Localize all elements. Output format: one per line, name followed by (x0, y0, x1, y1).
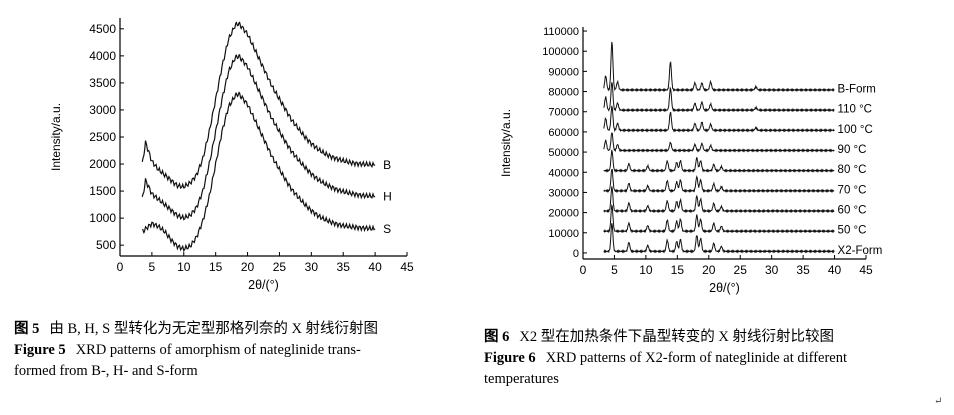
series-line-110°C (603, 82, 835, 113)
y-tick-label: 1500 (89, 184, 116, 198)
figure5-plot: 0 5 10 15 20 25 30 35 40 45 500 1000 1500 2000 2500 300… (49, 18, 414, 292)
y-tick-label: 90000 (548, 66, 579, 78)
x-axis-label: 2θ/(°) (248, 278, 279, 292)
x-tick-label: 0 (580, 263, 587, 277)
y-tick-label: 20000 (548, 208, 579, 220)
figure6-caption-cn: 图 6 X2 型在加热条件下晶型转变的 X 射线衍射比较图 (484, 327, 847, 348)
series-line-70°C (603, 169, 835, 194)
figure5-caption-cn-text: 由 B, H, S 型转化为无定型那格列奈的 X 射线衍射图 (49, 321, 379, 337)
x-axis-label: 2θ/(°) (709, 281, 740, 295)
x-tick-label: 20 (241, 260, 255, 274)
y-axis-label: Intensity/a.u. (499, 109, 513, 177)
x-tick-label: 0 (117, 260, 124, 274)
x-tick-label: 10 (639, 263, 653, 277)
y-tick-label: 80000 (548, 87, 579, 99)
y-tick-label: 30000 (548, 187, 579, 199)
series-line-60°C (603, 186, 835, 214)
return-mark: ↵ (934, 396, 943, 407)
series-label-60C: 60 °C (838, 205, 867, 217)
figure6-caption: 图 6 X2 型在加热条件下晶型转变的 X 射线衍射比较图 Figure 6 XRD… (484, 327, 847, 390)
series-label-50C: 50 °C (838, 225, 867, 237)
y-tick-label: 3000 (89, 103, 116, 117)
x-tick-label: 15 (671, 263, 685, 277)
y-tick-label: 1000 (89, 211, 116, 225)
series-line-X2-Form (603, 223, 835, 254)
y-tick-label: 3500 (89, 76, 116, 90)
figure6-caption-en-line2: temperatures (484, 371, 559, 387)
x-tick-label: 20 (702, 263, 716, 277)
figure6-caption-cn-label: 图 6 (484, 329, 510, 345)
figure6-caption-en: Figure 6 XRD patterns of X2-form of nateg… (484, 348, 847, 369)
y-tick-label: 110000 (543, 26, 579, 38)
series-label-90C: 90 °C (838, 144, 867, 156)
y-tick-label: 500 (96, 238, 116, 252)
y-tick-label: 50000 (548, 147, 579, 159)
x-tick-label: 30 (765, 263, 779, 277)
series-label-80C: 80 °C (838, 164, 867, 176)
y-tick-label: 2500 (89, 130, 116, 144)
x-tick-label: 5 (149, 260, 156, 274)
x-tick-label: 15 (209, 260, 223, 274)
y-tick-label: 60000 (548, 127, 579, 139)
y-tick-label: 40000 (548, 167, 579, 179)
x-tick-label: 10 (177, 260, 191, 274)
x-tick-label: 45 (859, 263, 873, 277)
series-line-80°C (603, 149, 835, 173)
figure5-caption-cn: 图 5 由 B, H, S 型转化为无定型那格列奈的 X 射线衍射图 (14, 319, 378, 340)
x-tick-label: 25 (273, 260, 287, 274)
series-label-B-Form: B-Form (838, 84, 876, 96)
y-tick-label: 10000 (548, 228, 579, 240)
figure6-plot: 0 5 10 15 20 25 30 35 40 45 0 10000 20000 30000 40000 5… (499, 26, 882, 295)
figure6-caption-en-label: Figure 6 (484, 350, 536, 366)
series-label-70C: 70 °C (838, 184, 867, 196)
x-tick-label: 35 (796, 263, 810, 277)
y-tick-label: 70000 (548, 107, 579, 119)
figure5-caption-en-label: Figure 5 (14, 342, 66, 358)
series-line-S (142, 91, 376, 253)
series-label-X2-Form: X2-Form (838, 245, 883, 257)
series-label-B: B (383, 158, 391, 172)
x-tick-label: 35 (337, 260, 351, 274)
series-label-S: S (383, 222, 391, 236)
x-tick-label: 40 (828, 263, 842, 277)
figure5-caption-cn-label: 图 5 (14, 321, 40, 337)
figure5-caption: 图 5 由 B, H, S 型转化为无定型那格列奈的 X 射线衍射图 Figure… (14, 319, 378, 382)
x-tick-label: 30 (305, 260, 319, 274)
series-line-B (141, 21, 376, 190)
x-tick-label: 25 (734, 263, 748, 277)
y-tick-label: 100000 (542, 46, 579, 58)
y-tick-label: 4500 (89, 22, 116, 36)
series-label-H: H (383, 190, 392, 204)
series-line-B-Form (603, 41, 835, 93)
x-tick-label: 40 (368, 260, 382, 274)
figure5-caption-en-line1: XRD patterns of amorphism of nateglinide… (75, 342, 361, 358)
x-tick-label: 5 (611, 263, 618, 277)
series-line-H (141, 54, 376, 221)
y-tick-label: 4000 (89, 49, 116, 63)
x-tick-label: 45 (400, 260, 414, 274)
series-label-100C: 100 °C (838, 124, 873, 136)
figure6-caption-cn-text: X2 型在加热条件下晶型转变的 X 射线衍射比较图 (519, 329, 834, 345)
series-line-100°C (603, 105, 835, 133)
y-axis-label: Intensity/a.u. (49, 103, 63, 171)
figure6-caption-en-line1: XRD patterns of X2-form of nateglinide a… (545, 350, 848, 366)
y-tick-label: 2000 (89, 157, 116, 171)
y-tick-label: 0 (573, 248, 579, 260)
series-line-50°C (603, 204, 835, 234)
series-label-110C: 110 °C (838, 104, 872, 116)
figure5-caption-en-line2: formed from B-, H- and S-form (14, 363, 198, 379)
figure5-caption-en: Figure 5 XRD patterns of amorphism of nat… (14, 340, 378, 361)
series-line-90°C (603, 132, 835, 153)
